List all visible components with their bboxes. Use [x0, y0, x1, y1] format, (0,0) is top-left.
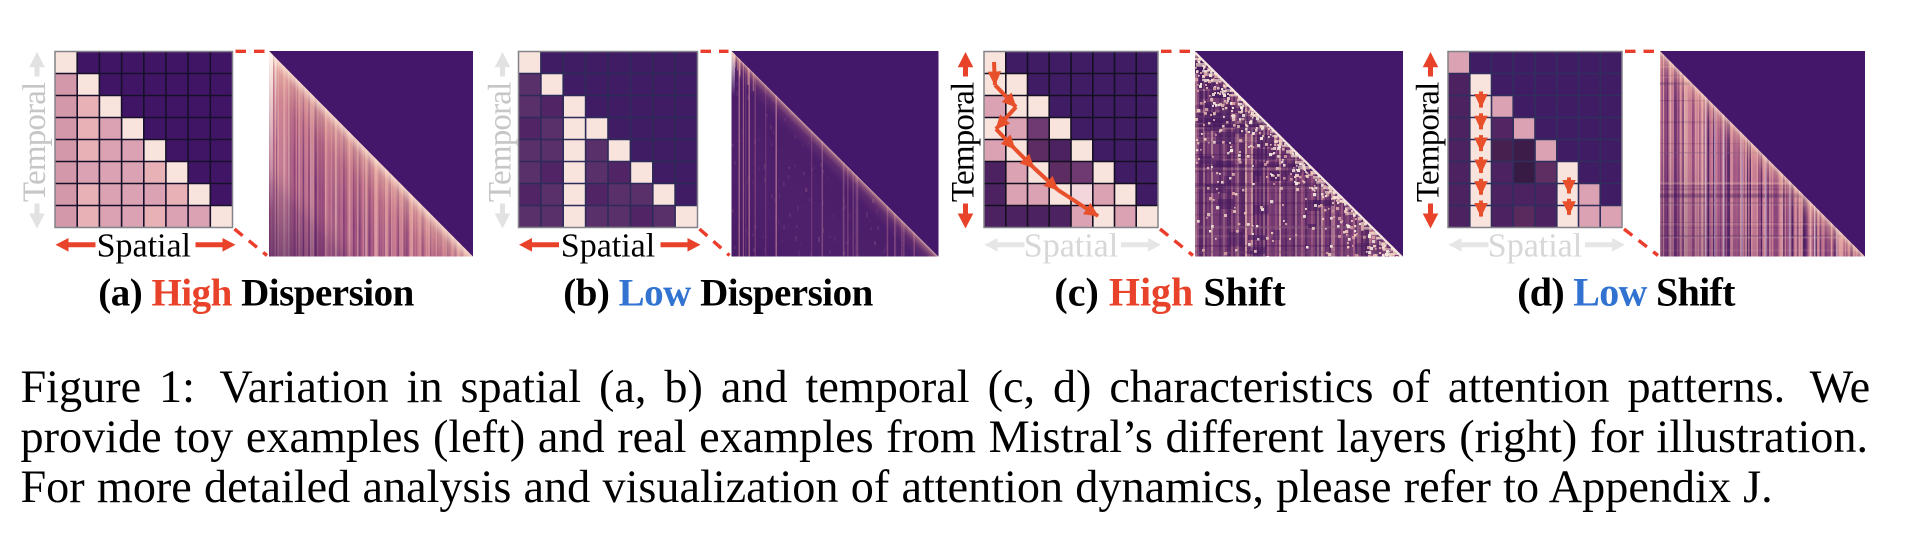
svg-text:Temporal: Temporal: [1411, 82, 1447, 202]
svg-text:(d) Low Shift: (d) Low Shift: [1517, 270, 1736, 315]
svg-text:Temporal: Temporal: [946, 82, 982, 202]
svg-text:(c) High Shift: (c) High Shift: [1054, 270, 1286, 315]
svg-text:(b) Low Dispersion: (b) Low Dispersion: [563, 272, 873, 315]
svg-text:Spatial: Spatial: [561, 228, 655, 265]
svg-text:Spatial: Spatial: [97, 228, 191, 265]
svg-text:Temporal: Temporal: [17, 82, 53, 202]
svg-text:Spatial: Spatial: [1488, 228, 1582, 265]
svg-text:Temporal: Temporal: [483, 82, 519, 202]
svg-text:Spatial: Spatial: [1024, 228, 1118, 265]
svg-text:(a) High Dispersion: (a) High Dispersion: [98, 272, 414, 315]
